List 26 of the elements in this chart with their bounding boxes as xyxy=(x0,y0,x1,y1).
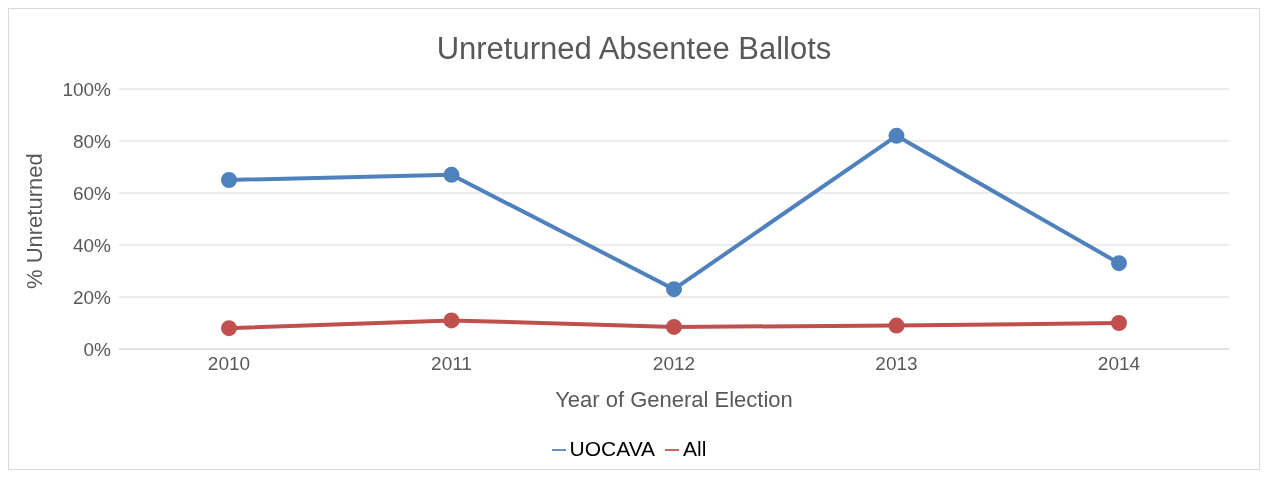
point xyxy=(888,127,905,144)
point xyxy=(443,166,460,183)
y-tick-label: 80% xyxy=(72,130,112,152)
point xyxy=(443,312,460,329)
x-tick-label: 2013 xyxy=(875,353,918,375)
y-tick-label: 0% xyxy=(83,338,112,360)
legend-label: UOCAVA xyxy=(569,437,656,460)
y-tick-label: 40% xyxy=(72,234,112,256)
point xyxy=(221,172,237,188)
chart-title: Unreturned Absentee Ballots xyxy=(435,30,833,68)
x-axis-title: Year of General Election xyxy=(555,387,793,412)
point xyxy=(1111,255,1127,272)
point xyxy=(1111,315,1127,331)
x-tick-label: 2011 xyxy=(431,353,472,375)
x-tick-label: 2010 xyxy=(207,353,251,375)
y-axis-title: % Unreturned xyxy=(21,153,47,289)
y-tick-label: 100% xyxy=(62,78,112,100)
point xyxy=(221,320,237,337)
x-tick-label: 2014 xyxy=(1097,353,1141,375)
x-tick-label: 2012 xyxy=(652,353,696,375)
point xyxy=(666,318,682,335)
y-tick-label: 20% xyxy=(72,286,112,308)
point xyxy=(888,317,905,334)
y-tick-label: 60% xyxy=(72,182,112,204)
point xyxy=(666,281,682,298)
legend-label: All xyxy=(683,437,707,460)
